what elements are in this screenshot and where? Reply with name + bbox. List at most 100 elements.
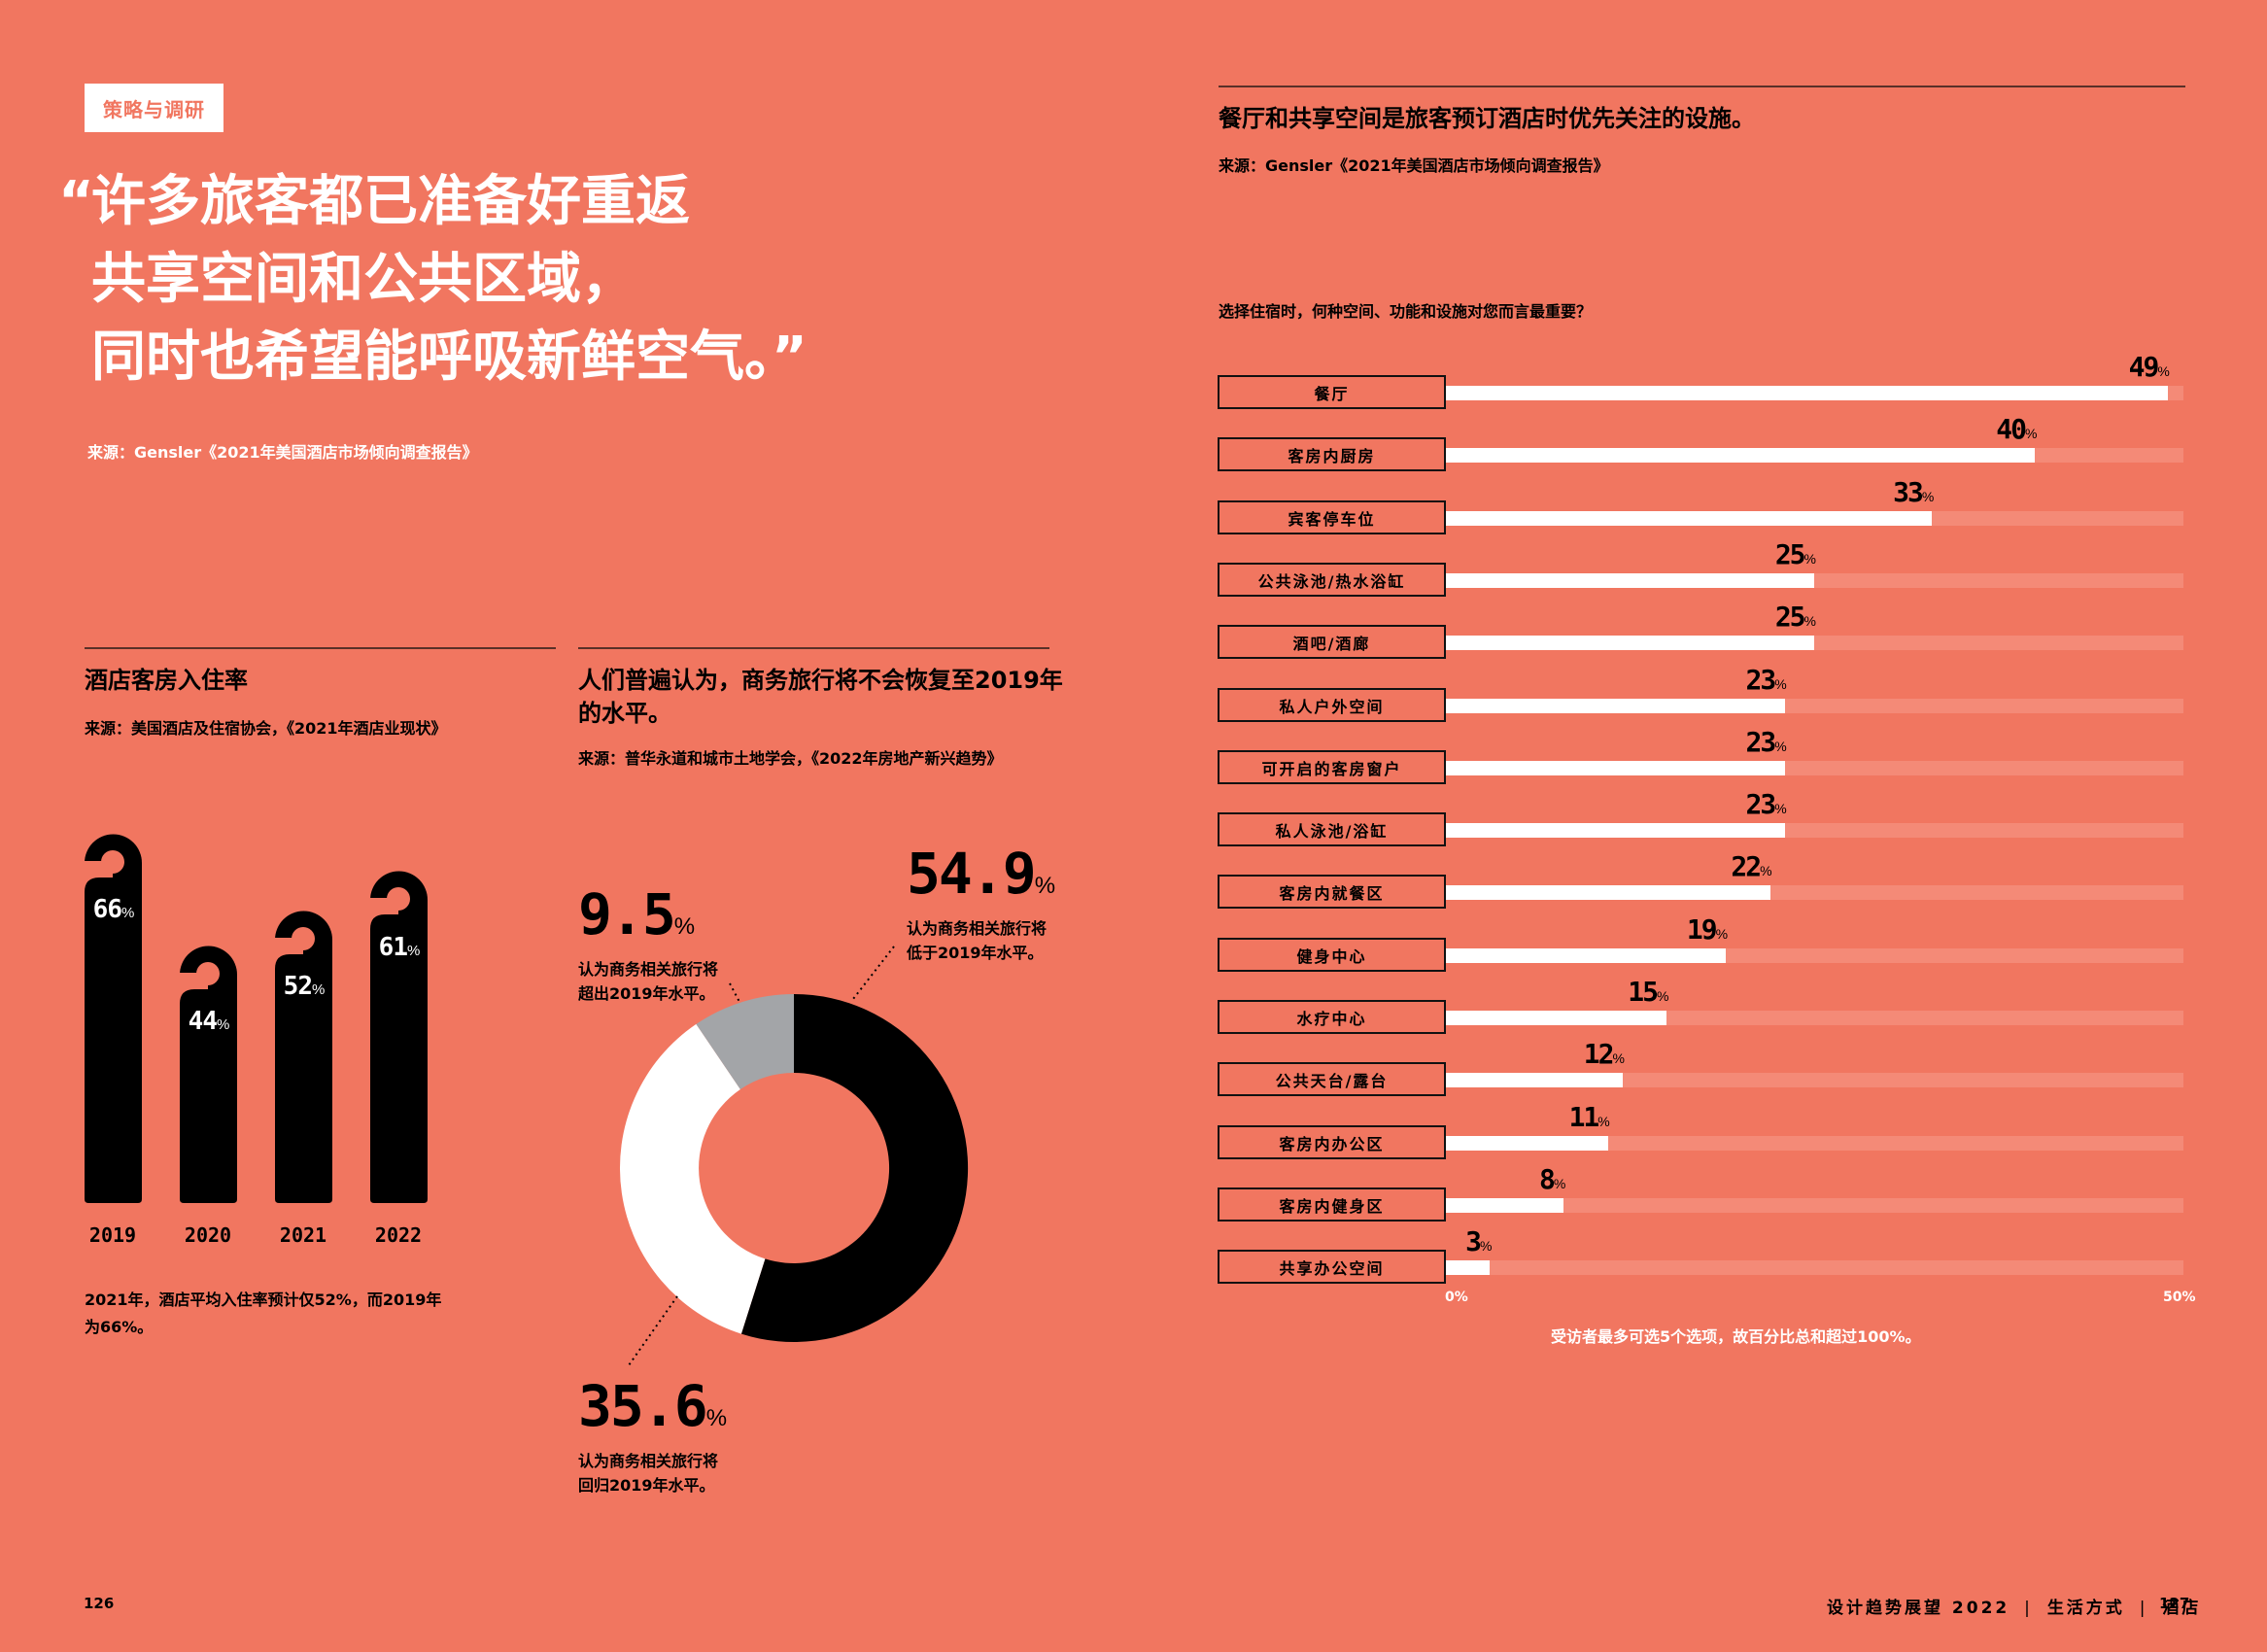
amenity-label: 私人户外空间 (1218, 688, 1446, 722)
amenity-label: 可开启的客房窗户 (1218, 750, 1446, 784)
door-hanger-bar-2020 (178, 946, 237, 1203)
amenity-label: 客房内就餐区 (1218, 875, 1446, 909)
footer-publication: 设计趋势展望 2022 (1827, 1599, 2010, 1618)
bar-fill (1446, 823, 1785, 838)
bar-fill (1446, 1073, 1623, 1087)
amenity-label: 客房内健身区 (1218, 1187, 1446, 1222)
bar-track (1446, 448, 2183, 463)
footer-section: 生活方式 (2046, 1599, 2125, 1618)
amenity-label: 宾客停车位 (1218, 500, 1446, 534)
donut-label-return: 35.6% 认为商务相关旅行将 回归2019年水平。 (578, 1378, 727, 1497)
bar-fill (1446, 761, 1785, 775)
amenity-label: 客房内办公区 (1218, 1125, 1446, 1159)
axis-min-label: 0% (1445, 1290, 1468, 1305)
segment-value: 35.6% (578, 1373, 728, 1439)
amenity-label: 公共泳池/热水浴缸 (1218, 563, 1446, 597)
caption-line: 为66%。 (85, 1318, 154, 1336)
segment-value: 54.9% (907, 841, 1056, 907)
bar-value: 15% (1628, 976, 1669, 1008)
bar-track (1446, 761, 2183, 775)
bar-track (1446, 1136, 2183, 1151)
bar-fill (1446, 1260, 1491, 1275)
bar-fill (1446, 1198, 1564, 1213)
quote-source: 来源：Gensler《2021年美国酒店市场倾向调查报告》 (87, 443, 478, 462)
bar-fill (1446, 386, 2168, 400)
quote-line: 共享空间和公共区域， (91, 248, 635, 311)
bar-track (1446, 1011, 2183, 1025)
bar-track (1446, 1073, 2183, 1087)
year-label: 2021 (279, 1223, 327, 1247)
bar-value-2022: 61% (378, 933, 421, 962)
bar-track (1446, 1260, 2183, 1275)
donut-label-exceed: 9.5% 认为商务相关旅行将 超出2019年水平。 (578, 886, 718, 1006)
bar-track (1446, 823, 2183, 838)
page-number-right: 127 (2159, 1595, 2190, 1612)
bar-track (1446, 1198, 2183, 1213)
page-number-left: 126 (84, 1595, 115, 1612)
donut-segment-below (740, 994, 969, 1342)
survey-question: 选择住宿时，何种空间、功能和设施对您而言最重要？ (1219, 302, 1593, 321)
occupancy-title: 酒店客房入住率 (85, 667, 248, 694)
bar-value: 49% (2128, 351, 2170, 383)
bar-fill (1446, 948, 1727, 963)
bar-value: 40% (1996, 413, 2038, 445)
occupancy-caption: 2021年，酒店平均入住率预计仅52%，而2019年 为66%。 (85, 1287, 441, 1341)
bar-value: 23% (1745, 788, 1787, 820)
bar-fill (1446, 699, 1785, 713)
bar-value: 25% (1774, 601, 1816, 633)
amenity-label: 共享办公空间 (1218, 1250, 1446, 1284)
running-footer: 设计趋势展望 2022 | 生活方式 | 酒店 (1827, 1594, 2201, 1618)
pull-quote: “ 许多旅客都已准备好重返 共享空间和公共区域， 同时也希望能呼吸新鲜空气。” (58, 163, 807, 396)
quote-line: 许多旅客都已准备好重返 (91, 170, 690, 233)
bar-value: 22% (1731, 850, 1772, 882)
segment-description: 认为商务相关旅行将 低于2019年水平。 (907, 919, 1048, 962)
bar-value: 19% (1686, 913, 1729, 946)
business-travel-source: 来源：普华永道和城市土地学会，《2022年房地产新兴趋势》 (578, 749, 1003, 768)
bar-value-2021: 52% (283, 972, 326, 1001)
bar-fill (1446, 885, 1770, 900)
business-travel-title: 人们普遍认为，商务旅行将不会恢复至2019年 的水平。 (578, 664, 1064, 730)
bar-track (1446, 885, 2183, 900)
donut-segment-return (619, 1023, 766, 1334)
bar-fill (1446, 448, 2036, 463)
bar-track (1446, 636, 2183, 650)
occupancy-source: 来源：美国酒店及住宿协会，《2021年酒店业现状》 (85, 719, 447, 738)
donut-chart (619, 946, 969, 1366)
occupancy-chart (83, 834, 428, 1203)
footer-separator: | (2139, 1599, 2148, 1618)
footer-subsection: 酒店 (2162, 1599, 2202, 1618)
divider (85, 647, 556, 649)
amenity-label: 私人泳池/浴缸 (1218, 812, 1446, 846)
bar-fill (1446, 511, 1933, 526)
bar-fill (1446, 1011, 1667, 1025)
donut-segment-exceed (696, 994, 794, 1089)
bar-value-2019: 66% (92, 895, 135, 924)
amenity-label: 公共天台/露台 (1218, 1062, 1446, 1096)
bar-track (1446, 386, 2183, 400)
year-label: 2019 (88, 1223, 137, 1247)
bar-track (1446, 699, 2183, 713)
bar-value: 33% (1893, 476, 1935, 508)
section-tag: 策略与调研 (85, 84, 223, 132)
caption-line: 2021年，酒店平均入住率预计仅52%，而2019年 (85, 1291, 442, 1309)
year-label: 2020 (184, 1223, 232, 1247)
segment-description: 认为商务相关旅行将 超出2019年水平。 (578, 960, 719, 1003)
donut-label-below: 54.9% 认为商务相关旅行将 低于2019年水平。 (907, 845, 1055, 965)
bar-track (1446, 948, 2183, 963)
bar-value: 23% (1745, 664, 1787, 696)
divider (578, 647, 1049, 649)
bar-track (1446, 573, 2183, 588)
amenity-label: 客房内厨房 (1218, 437, 1446, 471)
title-line: 人们普遍认为，商务旅行将不会恢复至2019年 (578, 667, 1063, 694)
segment-description: 认为商务相关旅行将 回归2019年水平。 (578, 1452, 719, 1495)
footer-separator: | (2024, 1599, 2033, 1618)
bar-fill (1446, 636, 1814, 650)
bar-value: 25% (1774, 538, 1816, 570)
title-line: 的水平。 (578, 700, 671, 727)
bar-value-2020: 44% (188, 1007, 230, 1036)
door-hanger-bar-2019 (83, 834, 142, 1203)
bar-value: 3% (1465, 1225, 1493, 1257)
amenity-label: 酒吧/酒廊 (1218, 625, 1446, 659)
bar-fill (1446, 573, 1814, 588)
axis-max-label: 50% (2163, 1290, 2196, 1305)
